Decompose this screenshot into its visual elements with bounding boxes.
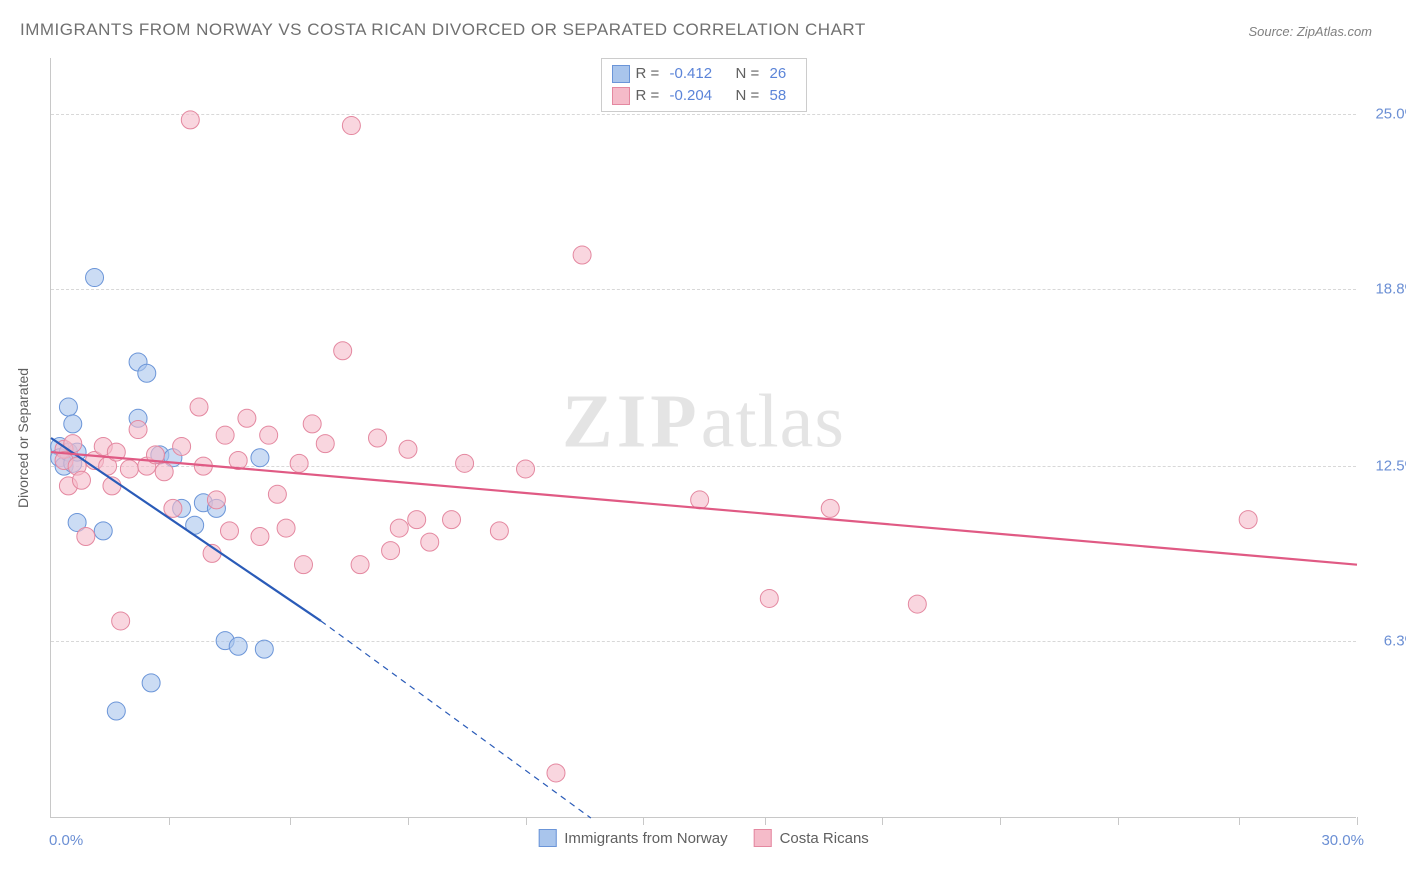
data-point bbox=[107, 702, 125, 720]
data-point bbox=[908, 595, 926, 613]
legend-n-label: N = bbox=[736, 85, 764, 107]
data-point bbox=[277, 519, 295, 537]
series-legend: Immigrants from Norway Costa Ricans bbox=[538, 829, 869, 847]
data-point bbox=[238, 409, 256, 427]
y-tick-label: 12.5% bbox=[1362, 458, 1406, 475]
data-point bbox=[220, 522, 238, 540]
data-point bbox=[268, 485, 286, 503]
x-tick bbox=[1000, 817, 1001, 825]
legend-n-value: 58 bbox=[770, 85, 796, 107]
legend-n-label: N = bbox=[736, 63, 764, 85]
data-point bbox=[155, 463, 173, 481]
data-point bbox=[342, 117, 360, 135]
data-point bbox=[229, 637, 247, 655]
legend-r-label: R = bbox=[636, 63, 664, 85]
data-point bbox=[181, 111, 199, 129]
plot-area: Divorced or Separated 6.3%12.5%18.8%25.0… bbox=[50, 58, 1356, 818]
data-point bbox=[760, 589, 778, 607]
data-point bbox=[456, 454, 474, 472]
data-point bbox=[94, 522, 112, 540]
data-point bbox=[691, 491, 709, 509]
x-tick bbox=[169, 817, 170, 825]
data-point bbox=[138, 364, 156, 382]
data-point bbox=[408, 511, 426, 529]
legend-swatch bbox=[754, 829, 772, 847]
data-point bbox=[316, 435, 334, 453]
data-point bbox=[260, 426, 278, 444]
data-point bbox=[369, 429, 387, 447]
data-point bbox=[290, 454, 308, 472]
x-tick bbox=[526, 817, 527, 825]
data-point bbox=[164, 499, 182, 517]
y-tick-label: 6.3% bbox=[1362, 632, 1406, 649]
data-point bbox=[573, 246, 591, 264]
data-point bbox=[1239, 511, 1257, 529]
data-point bbox=[303, 415, 321, 433]
data-point bbox=[142, 674, 160, 692]
legend-row: R = -0.412 N = 26 bbox=[612, 63, 796, 85]
data-point bbox=[120, 460, 138, 478]
data-point bbox=[251, 449, 269, 467]
legend-n-value: 26 bbox=[770, 63, 796, 85]
data-point bbox=[351, 556, 369, 574]
data-point bbox=[443, 511, 461, 529]
data-point bbox=[390, 519, 408, 537]
scatter-svg bbox=[51, 58, 1356, 817]
data-point bbox=[251, 528, 269, 546]
legend-swatch bbox=[612, 65, 630, 83]
x-tick bbox=[1357, 817, 1358, 825]
data-point bbox=[517, 460, 535, 478]
data-point bbox=[112, 612, 130, 630]
x-max-label: 30.0% bbox=[1321, 832, 1364, 849]
data-point bbox=[382, 542, 400, 560]
data-point bbox=[821, 499, 839, 517]
legend-row: R = -0.204 N = 58 bbox=[612, 85, 796, 107]
data-point bbox=[72, 471, 90, 489]
data-point bbox=[64, 435, 82, 453]
correlation-legend: R = -0.412 N = 26 R = -0.204 N = 58 bbox=[601, 58, 807, 112]
legend-r-value: -0.412 bbox=[670, 63, 730, 85]
data-point bbox=[216, 426, 234, 444]
x-tick bbox=[882, 817, 883, 825]
legend-swatch bbox=[538, 829, 556, 847]
x-tick bbox=[408, 817, 409, 825]
legend-label: Costa Ricans bbox=[780, 830, 869, 847]
data-point bbox=[129, 421, 147, 439]
trend-line-extrapolated bbox=[321, 621, 591, 818]
data-point bbox=[207, 491, 225, 509]
chart-title: IMMIGRANTS FROM NORWAY VS COSTA RICAN DI… bbox=[20, 20, 866, 40]
data-point bbox=[399, 440, 417, 458]
data-point bbox=[294, 556, 312, 574]
data-point bbox=[190, 398, 208, 416]
y-axis-label: Divorced or Separated bbox=[15, 367, 31, 507]
x-tick bbox=[643, 817, 644, 825]
legend-item: Immigrants from Norway bbox=[538, 829, 727, 847]
data-point bbox=[64, 415, 82, 433]
x-tick bbox=[765, 817, 766, 825]
legend-swatch bbox=[612, 87, 630, 105]
data-point bbox=[173, 437, 191, 455]
source-label: Source: ZipAtlas.com bbox=[1248, 24, 1372, 39]
y-tick-label: 25.0% bbox=[1362, 106, 1406, 123]
legend-r-label: R = bbox=[636, 85, 664, 107]
legend-item: Costa Ricans bbox=[754, 829, 869, 847]
x-tick bbox=[1118, 817, 1119, 825]
legend-label: Immigrants from Norway bbox=[564, 830, 727, 847]
data-point bbox=[547, 764, 565, 782]
legend-r-value: -0.204 bbox=[670, 85, 730, 107]
x-min-label: 0.0% bbox=[49, 832, 83, 849]
x-tick bbox=[1239, 817, 1240, 825]
data-point bbox=[255, 640, 273, 658]
data-point bbox=[421, 533, 439, 551]
y-tick-label: 18.8% bbox=[1362, 280, 1406, 297]
data-point bbox=[59, 398, 77, 416]
trend-line bbox=[51, 452, 1357, 565]
data-point bbox=[86, 269, 104, 287]
data-point bbox=[490, 522, 508, 540]
x-tick bbox=[290, 817, 291, 825]
data-point bbox=[77, 528, 95, 546]
data-point bbox=[334, 342, 352, 360]
